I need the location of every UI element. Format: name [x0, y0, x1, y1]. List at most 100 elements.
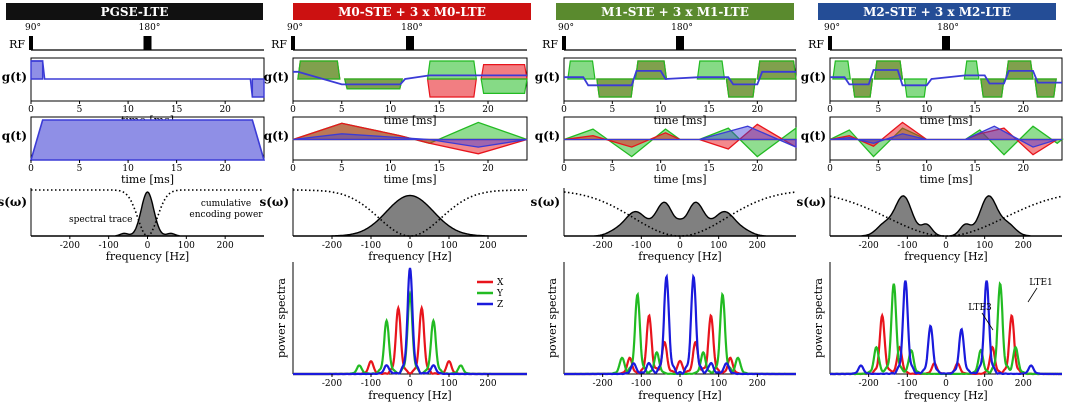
- column-title-4: M2-STE + 3 x M2-LTE: [818, 3, 1056, 20]
- s-tick-label: 0: [407, 241, 413, 251]
- rf-180-pulse: [676, 36, 684, 50]
- column-title: M0-STE + 3 x M0-LTE: [338, 5, 486, 19]
- q-time-axis-label: time [ms]: [121, 173, 174, 186]
- g-tick-label: 5: [339, 105, 345, 115]
- q-tick-label: 0: [561, 164, 567, 174]
- p-tick-label: -100: [631, 379, 651, 389]
- g-lobe-y: [596, 78, 635, 98]
- cumulative-annotation-line2: encoding power: [189, 210, 263, 220]
- spectrum-panel: s(ω) -200 -100 0 100 200 frequency [Hz]: [796, 188, 1063, 263]
- g-ste-trace: [293, 70, 527, 86]
- q-tick-label: 10: [921, 164, 933, 174]
- g-tick-label: 0: [561, 105, 567, 115]
- s-tick-label: -100: [631, 241, 651, 251]
- g-tick-label: 15: [969, 105, 981, 115]
- p-freq-axis-label: frequency [Hz]: [368, 389, 451, 402]
- power-spectra-ylabel: power spectra: [812, 278, 825, 358]
- q-tick-label: 10: [122, 164, 134, 174]
- column-title: PGSE-LTE: [101, 5, 169, 19]
- spectral-trace-annotation: spectral trace: [69, 215, 132, 225]
- g-lobe-1: [30, 60, 44, 80]
- q-panel: q(t) 0 5 10 15 20 time [ms]: [535, 116, 797, 186]
- g-row-label: g(t): [2, 70, 27, 84]
- s-tick-label: -200: [60, 241, 80, 251]
- p-freq-axis-label: frequency [Hz]: [638, 389, 721, 402]
- rf-180-label: 180°: [937, 23, 959, 33]
- p-tick-label: 200: [479, 379, 496, 389]
- p-tick-label: 200: [1015, 379, 1032, 389]
- title-bar: [818, 3, 1056, 20]
- g-time-axis-label: time [ms]: [383, 114, 436, 127]
- s-tick-label: 200: [1015, 241, 1032, 251]
- column-title-3: M1-STE + 3 x M1-LTE: [556, 3, 794, 20]
- power-spectra-panel: power spectra -200 -100 0 100 200 frequency [H…: [275, 262, 527, 402]
- q-tick-label: 0: [290, 164, 296, 174]
- s-tick-label: -200: [859, 241, 879, 251]
- s-freq-axis-label: frequency [Hz]: [106, 250, 189, 263]
- power-spectrum-x: [830, 312, 1062, 376]
- q-tick-label: 20: [482, 164, 494, 174]
- q-tick-label: 20: [219, 164, 231, 174]
- legend-label-x: X: [497, 278, 504, 288]
- p-tick-label: 0: [677, 379, 683, 389]
- spectral-trace: [293, 194, 527, 237]
- rf-90-pulse: [828, 36, 832, 50]
- g-tick-label: 0: [827, 105, 833, 115]
- p-tick-label: -200: [593, 379, 613, 389]
- g-row-label: g(t): [535, 70, 560, 84]
- lte1-annotation: LTE1: [1029, 278, 1053, 288]
- rf-label: RF: [542, 38, 558, 51]
- legend-label-y: Y: [496, 289, 504, 299]
- cumulative-power: [563, 191, 797, 237]
- column-title: M1-STE + 3 x M1-LTE: [601, 5, 749, 19]
- q-tick-label: 15: [171, 164, 183, 174]
- q-tick-label: 15: [434, 164, 446, 174]
- lte3-annotation: LTE3: [968, 303, 992, 313]
- g-trace: [31, 60, 254, 98]
- s-freq-axis-label: frequency [Hz]: [638, 250, 721, 263]
- q-tick-label: 5: [609, 164, 615, 174]
- s-row-label: s(ω): [796, 195, 826, 209]
- q-panel: q(t) 0 5 10 15 20 time [ms]: [2, 116, 266, 186]
- title-bar: [6, 3, 263, 20]
- s-tick-label: 200: [479, 241, 496, 251]
- rf-90-pulse: [29, 36, 33, 50]
- p-tick-label: -200: [859, 379, 879, 389]
- g-row-label: g(t): [801, 70, 826, 84]
- q-area-y: [829, 125, 1064, 158]
- rf-90-pulse: [562, 36, 566, 50]
- rf-90-label: 90°: [287, 23, 303, 33]
- s-freq-axis-label: frequency [Hz]: [904, 250, 987, 263]
- spectral-trace: [564, 201, 796, 237]
- g-lobe-x: [426, 78, 477, 98]
- spectrum-panel: s(ω) -200 -100 0 100 200 frequency [Hz]: [530, 188, 797, 263]
- q-tick-label: 20: [1018, 164, 1030, 174]
- s-tick-label: -100: [361, 241, 381, 251]
- spectrum-panel: s(ω) -200 -100 0 100 200 frequency [Hz]: [259, 188, 527, 263]
- p-tick-label: 100: [710, 379, 727, 389]
- s-tick-label: -200: [322, 241, 342, 251]
- q-row-label: q(t): [535, 129, 560, 143]
- s-tick-label: 200: [749, 241, 766, 251]
- power-spectrum-z: [293, 267, 527, 376]
- p-tick-label: 100: [976, 379, 993, 389]
- g-lobe-y: [480, 78, 528, 95]
- rf-180-pulse: [942, 36, 950, 50]
- spectrum-panel: s(ω) -200 -100 0 100 200 frequency [Hz] spectra…: [0, 188, 264, 263]
- q-tick-label: 0: [28, 164, 34, 174]
- p-tick-label: 200: [749, 379, 766, 389]
- q-row-label: q(t): [801, 129, 826, 143]
- rf-90-label: 90°: [25, 23, 41, 33]
- q-panel: q(t) 0 5 10 15 20 time [ms]: [264, 116, 528, 186]
- power-spectrum-z: [564, 273, 796, 376]
- g-tick-label: 5: [77, 105, 83, 115]
- g-tick-label: 20: [482, 105, 494, 115]
- q-tick-label: 0: [827, 164, 833, 174]
- rf-90-pulse: [291, 36, 295, 50]
- p-tick-label: -100: [897, 379, 917, 389]
- g-ste-trace: [564, 70, 796, 87]
- g-lobe-y: [567, 60, 596, 80]
- q-time-axis-label: time [ms]: [383, 173, 436, 186]
